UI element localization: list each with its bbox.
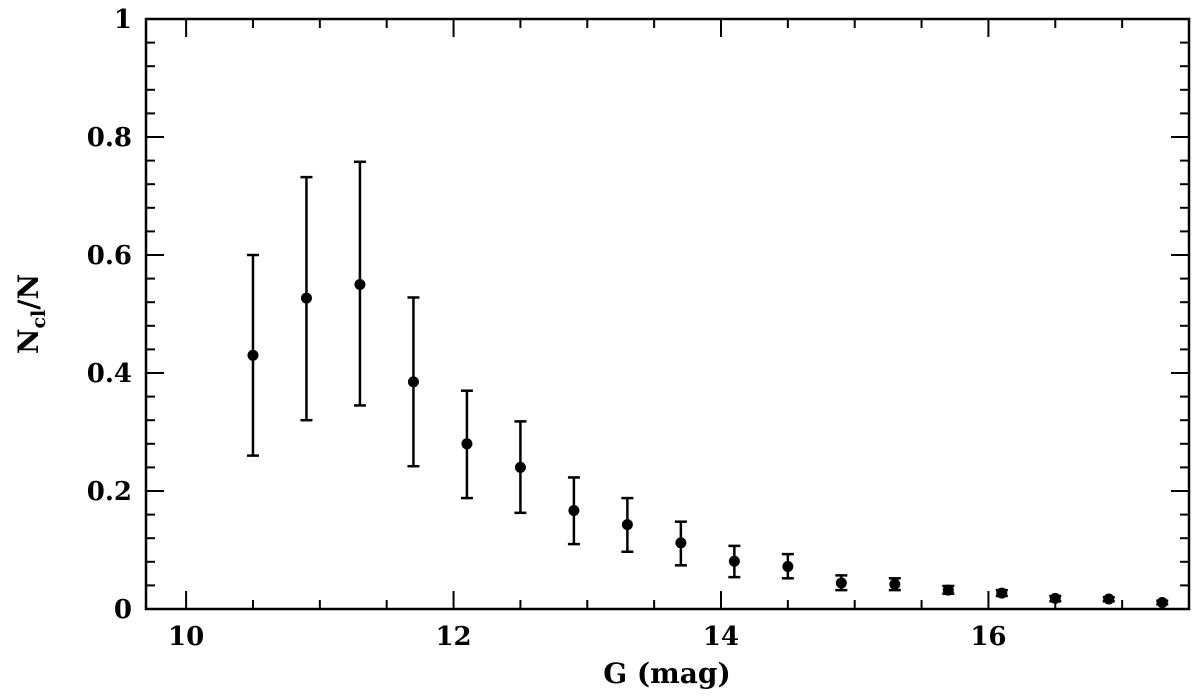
y-axis-title-rest: /N: [12, 274, 45, 310]
data-point: [407, 376, 419, 388]
data-point: [1103, 593, 1115, 605]
data-point: [996, 587, 1008, 599]
data-point: [1049, 592, 1061, 604]
data-point: [835, 577, 847, 589]
x-axis-title: G (mag): [603, 657, 731, 690]
data-point: [568, 504, 580, 516]
data-point: [247, 349, 259, 361]
data-point: [782, 561, 794, 573]
plot-frame: [144, 17, 1191, 611]
y-tick-label: 0.8: [87, 123, 132, 153]
data-point: [889, 578, 901, 590]
x-tick-label: 12: [435, 622, 471, 652]
axis-ticks: [146, 18, 1189, 610]
axis-tick-labels: 10 12 14 16 0 0.2 0.4 0.6 0.8 1: [87, 5, 1007, 652]
y-tick-label: 0.2: [87, 477, 132, 507]
data-point: [300, 292, 312, 304]
x-tick-label: 10: [168, 622, 204, 652]
y-axis-title-main: N: [12, 329, 45, 355]
data-point: [461, 438, 473, 450]
x-tick-label: 16: [970, 622, 1006, 652]
y-tick-label: 1: [114, 5, 132, 35]
data-point: [675, 537, 687, 549]
data-point: [621, 519, 633, 531]
y-axis-title: Ncl/N: [12, 274, 50, 354]
data-point: [1156, 597, 1168, 609]
data-points: [247, 279, 1168, 609]
data-point: [354, 279, 366, 290]
x-tick-label: 14: [703, 622, 739, 652]
y-tick-label: 0: [114, 595, 132, 625]
data-point: [942, 584, 954, 596]
y-tick-label: 0.6: [87, 241, 132, 271]
data-point: [728, 555, 740, 567]
data-point: [514, 461, 526, 473]
y-axis-title-subscript: cl: [28, 310, 50, 329]
error-bars: [246, 160, 1169, 606]
y-tick-label: 0.4: [87, 359, 132, 389]
